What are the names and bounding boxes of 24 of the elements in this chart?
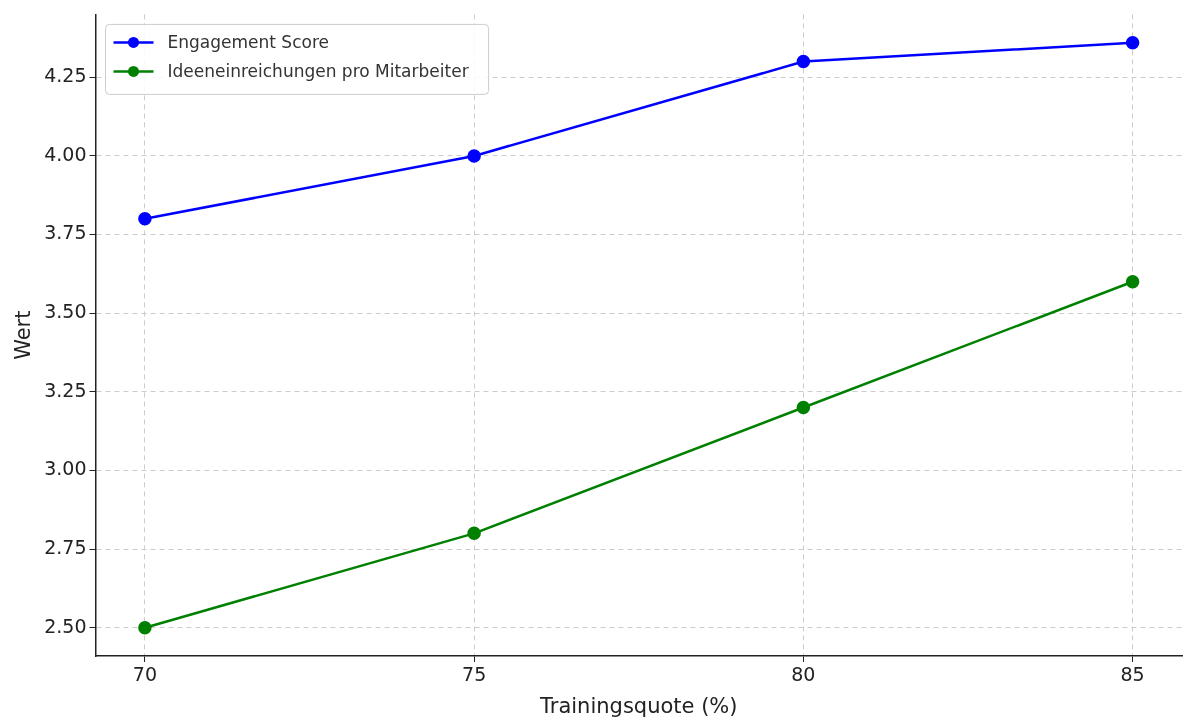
x-tick-label: 70 <box>132 663 157 686</box>
y-tick-label: 4.00 <box>44 142 87 165</box>
y-tick-label: 3.50 <box>44 300 87 323</box>
y-tick-label: 3.75 <box>44 221 87 244</box>
y-tick-label: 2.75 <box>44 536 87 558</box>
legend-label: Ideeneinreichungen pro Mitarbeiter <box>167 60 469 81</box>
y-tick-label: 3.00 <box>44 457 87 480</box>
point <box>796 54 811 69</box>
point <box>1125 35 1140 50</box>
point <box>1125 274 1140 289</box>
y-axis-title: Wert <box>11 310 36 360</box>
point <box>467 149 481 163</box>
y-tick-label: 3.25 <box>44 378 87 401</box>
x-tick-label: 80 <box>791 663 816 686</box>
x-tick-label: 75 <box>462 663 487 686</box>
x-axis-title: Trainingsquote (%) <box>539 693 738 718</box>
legend-label: Engagement Score <box>167 31 329 52</box>
y-tick-label: 4.25 <box>44 64 87 87</box>
point <box>467 526 481 541</box>
point <box>796 400 811 415</box>
point <box>138 212 152 226</box>
y-tick-label: 2.50 <box>44 614 87 637</box>
x-tick-label: 85 <box>1120 663 1145 686</box>
point <box>138 620 152 635</box>
